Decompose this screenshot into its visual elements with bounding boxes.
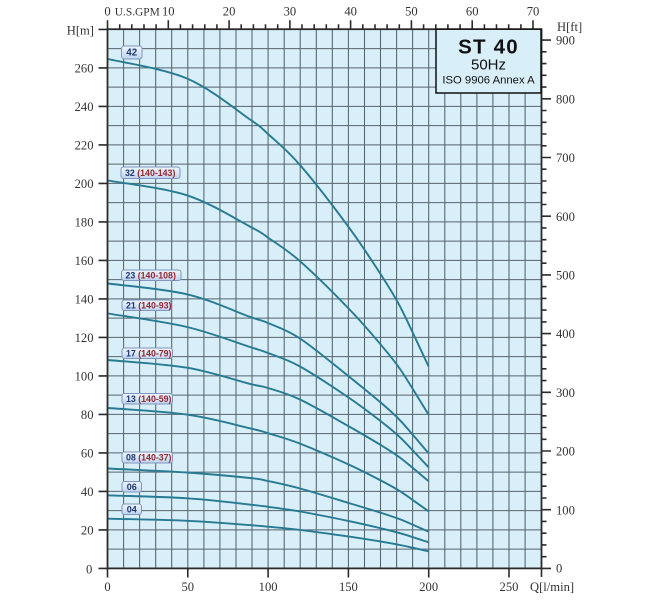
svg-text:21 (140-93): 21 (140-93) [126, 300, 172, 310]
svg-text:32 (140-143): 32 (140-143) [125, 168, 175, 178]
svg-text:17 (140-79): 17 (140-79) [126, 348, 172, 358]
svg-text:800: 800 [556, 92, 575, 106]
svg-text:0: 0 [86, 563, 92, 577]
svg-text:150: 150 [339, 580, 358, 594]
svg-text:ISO 9906 Annex A: ISO 9906 Annex A [442, 75, 535, 87]
svg-text:900: 900 [556, 34, 575, 48]
svg-text:80: 80 [81, 408, 94, 422]
svg-text:0: 0 [104, 580, 110, 594]
svg-text:20: 20 [81, 524, 94, 538]
svg-text:60: 60 [466, 5, 479, 19]
svg-text:100: 100 [556, 503, 575, 517]
svg-text:200: 200 [75, 177, 94, 191]
svg-text:220: 220 [75, 139, 94, 153]
svg-text:140: 140 [75, 293, 94, 307]
svg-text:H[ft]: H[ft] [557, 20, 582, 34]
svg-text:08 (140-37): 08 (140-37) [126, 453, 172, 463]
svg-text:70: 70 [527, 5, 540, 19]
svg-text:400: 400 [556, 327, 575, 341]
svg-text:50Hz: 50Hz [471, 56, 506, 73]
svg-text:0: 0 [556, 562, 562, 576]
svg-text:30: 30 [284, 5, 297, 19]
svg-text:100: 100 [75, 370, 94, 384]
svg-text:240: 240 [75, 100, 94, 114]
svg-text:700: 700 [556, 151, 575, 165]
svg-text:04: 04 [127, 505, 137, 515]
svg-text:200: 200 [556, 445, 575, 459]
svg-text:Q[l/min]: Q[l/min] [530, 580, 574, 594]
svg-text:160: 160 [75, 254, 94, 268]
svg-text:23 (140-108): 23 (140-108) [126, 270, 176, 280]
svg-text:20: 20 [223, 5, 236, 19]
svg-text:42: 42 [126, 48, 137, 59]
svg-text:500: 500 [556, 269, 575, 283]
svg-text:H[m]: H[m] [67, 24, 94, 38]
svg-text:ST 40: ST 40 [458, 36, 519, 59]
svg-text:50: 50 [182, 580, 195, 594]
svg-text:13 (140-59): 13 (140-59) [126, 394, 172, 404]
svg-text:180: 180 [75, 216, 94, 230]
svg-text:U.S.GPM: U.S.GPM [115, 7, 160, 19]
svg-text:40: 40 [81, 485, 94, 499]
svg-text:40: 40 [344, 5, 357, 19]
svg-text:120: 120 [75, 331, 94, 345]
svg-text:100: 100 [259, 580, 278, 594]
svg-text:260: 260 [75, 62, 94, 76]
svg-text:06: 06 [127, 482, 137, 492]
svg-text:60: 60 [81, 447, 94, 461]
svg-text:250: 250 [500, 580, 519, 594]
svg-text:10: 10 [162, 5, 175, 19]
svg-text:600: 600 [556, 210, 575, 224]
svg-text:0: 0 [104, 5, 110, 19]
svg-text:50: 50 [405, 5, 418, 19]
svg-text:300: 300 [556, 386, 575, 400]
svg-text:200: 200 [419, 580, 438, 594]
